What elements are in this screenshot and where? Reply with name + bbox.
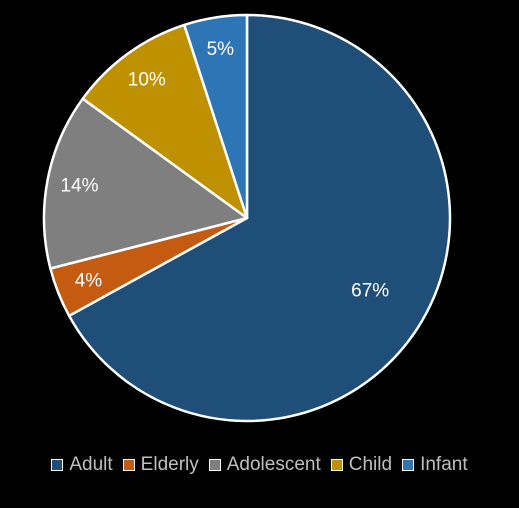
pie-slice-adult [67,13,452,423]
pie-slice-adolescent [42,97,249,270]
legend-swatch-child [330,459,343,471]
legend-item-infant: Infant [402,454,468,476]
legend-label-child: Child [348,454,393,475]
legend-item-adult: Adult [51,454,113,476]
data-label-infant: 5% [207,39,235,60]
legend-item-adolescent: Adolescent [208,454,321,476]
data-label-adolescent: 14% [60,176,98,197]
legend-label-adult: Adult [69,454,113,475]
legend-label-elderly: Elderly [140,454,199,475]
pie-plot-area: 67% 4% 14% 10% 5% [42,13,452,423]
data-label-adult: 67% [351,280,389,301]
pie-slice-infant [183,13,249,220]
legend-item-elderly: Elderly [122,454,199,476]
legend: Adult Elderly Adolescent Child Infant [0,452,519,478]
data-label-elderly: 4% [75,270,103,291]
data-label-child: 10% [128,70,166,91]
legend-item-child: Child [330,454,393,476]
legend-swatch-adult [51,459,64,471]
legend-swatch-adolescent [208,459,221,471]
legend-label-adolescent: Adolescent [226,454,321,475]
legend-swatch-elderly [122,459,135,471]
legend-swatch-infant [402,459,415,471]
legend-label-infant: Infant [420,454,468,475]
pie-slice-child [81,23,249,220]
